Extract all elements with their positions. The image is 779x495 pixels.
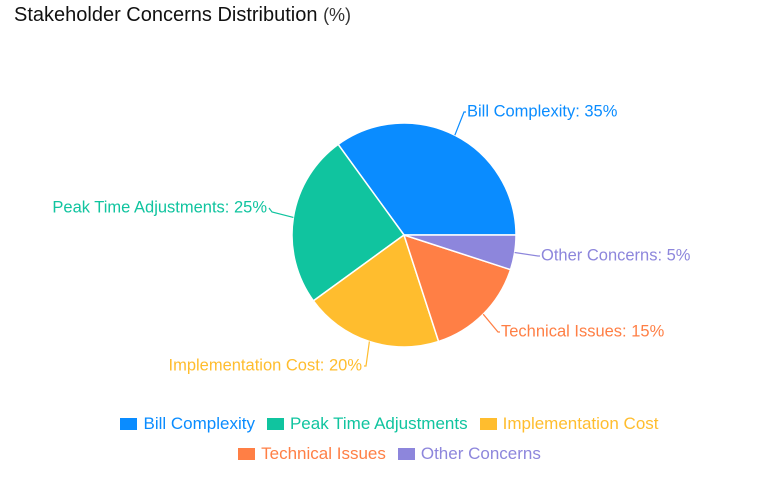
legend-item-implementation-cost[interactable]: Implementation Cost — [479, 414, 659, 434]
legend-label: Peak Time Adjustments — [289, 414, 468, 433]
slice-label-technical-issues: Technical Issues: 15% — [501, 322, 665, 340]
leader-line-implementation-cost — [364, 341, 370, 367]
chart-title-unit: (%) — [323, 5, 352, 25]
legend-swatch — [266, 418, 284, 430]
legend-label: Bill Complexity — [143, 414, 255, 433]
leader-line-other-concerns — [514, 251, 540, 257]
legend-swatch — [397, 448, 415, 460]
chart-title: Stakeholder Concerns Distribution (%) — [14, 4, 351, 27]
slice-label-peak-time-adjustments: Peak Time Adjustments: 25% — [52, 198, 267, 216]
legend-swatch — [120, 418, 138, 430]
legend-row-1: Bill Complexity Peak Time Adjustments Impl… — [0, 414, 779, 434]
pie-chart: Bill Complexity: 35% Peak Time Adjustment… — [52, 102, 691, 374]
chart-title-text: Stakeholder Concerns Distribution — [14, 4, 318, 26]
slice-label-bill-complexity: Bill Complexity: 35% — [467, 102, 618, 120]
leader-line-bill-complexity — [454, 111, 466, 136]
legend-label: Other Concerns — [420, 444, 541, 463]
leader-line-peak-time-adjustments — [268, 207, 294, 219]
pie-slice-other-concerns[interactable] — [403, 234, 517, 271]
legend-item-other-concerns[interactable]: Other Concerns — [397, 444, 541, 464]
legend-item-bill-complexity[interactable]: Bill Complexity — [120, 414, 255, 434]
legend-swatch — [238, 448, 256, 460]
pie-slice-implementation-cost[interactable] — [312, 233, 440, 348]
legend-swatch — [479, 418, 497, 430]
legend-item-peak-time-adjustments[interactable]: Peak Time Adjustments — [266, 414, 468, 434]
legend-row-2: Technical Issues Other Concerns — [0, 444, 779, 464]
leader-line-technical-issues — [482, 313, 500, 333]
slice-label-other-concerns: Other Concerns: 5% — [541, 246, 691, 264]
legend-item-technical-issues[interactable]: Technical Issues — [238, 444, 386, 464]
legend-label: Implementation Cost — [502, 414, 659, 433]
slice-label-implementation-cost: Implementation Cost: 20% — [168, 356, 362, 374]
legend-label: Technical Issues — [261, 444, 386, 463]
